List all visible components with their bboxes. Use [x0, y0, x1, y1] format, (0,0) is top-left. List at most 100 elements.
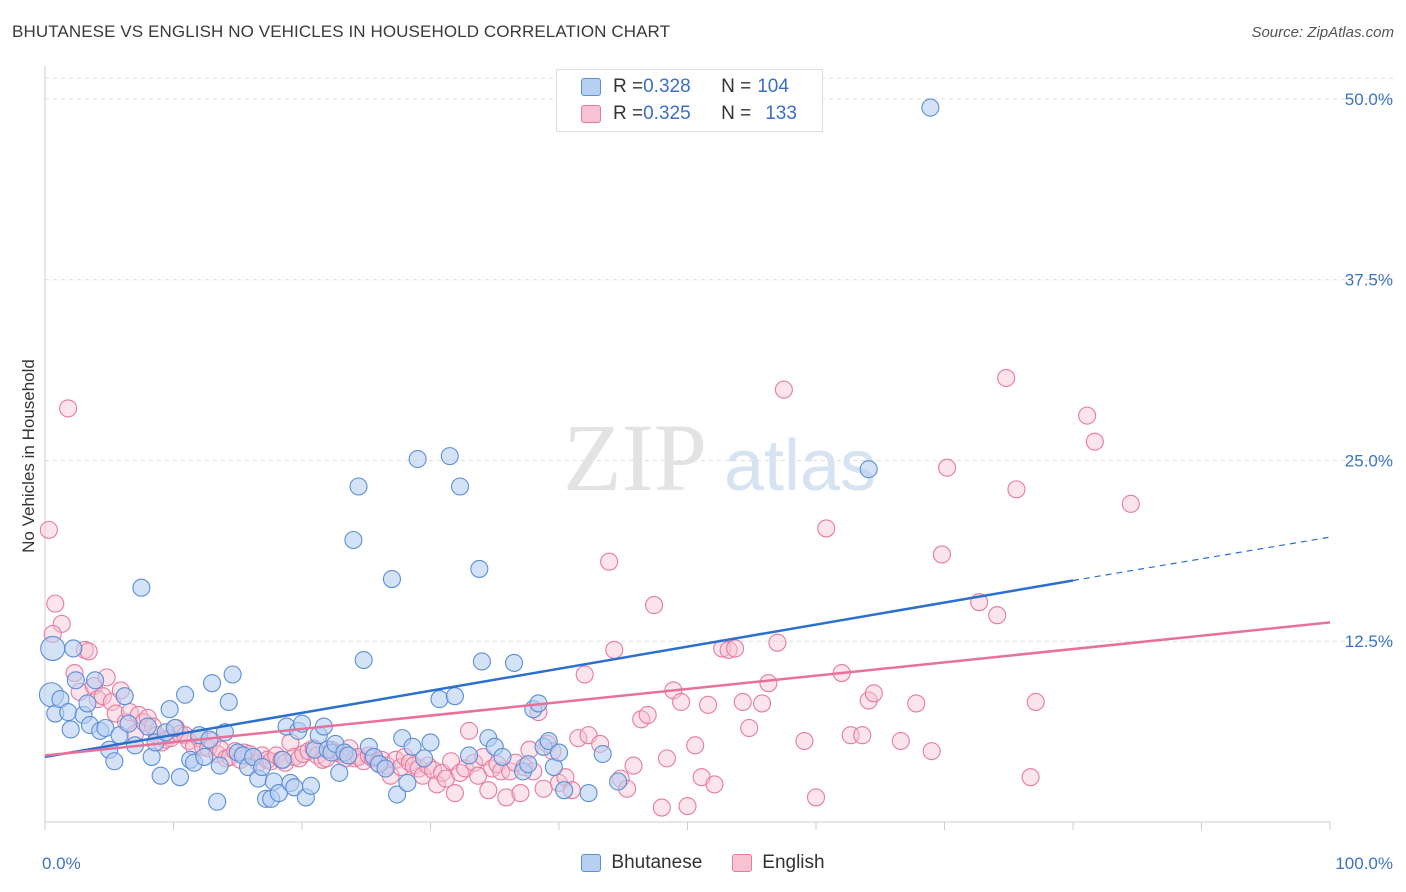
bhutanese-point	[330, 763, 349, 782]
y-tick-label: 37.5%	[1345, 271, 1393, 290]
series-legend: Bhutanese English	[0, 852, 1406, 874]
bhutanese-point	[921, 98, 940, 117]
legend-n-value: 104	[757, 76, 789, 97]
tick-labels: 12.5% 25.0% 37.5% 50.0% 0.0% 100.0%	[42, 90, 1393, 873]
bhutanese-point	[339, 746, 358, 765]
english-point	[459, 721, 479, 740]
english-point	[795, 731, 814, 751]
bhutanese-point	[64, 639, 83, 658]
english-point	[774, 380, 793, 399]
bhutanese-point	[301, 776, 321, 795]
y-axis-label: No Vehicles in Household	[19, 359, 38, 553]
bhutanese-point	[549, 743, 569, 762]
english-point	[59, 399, 78, 418]
english-point	[686, 736, 705, 755]
x-tick-label-min: 0.0%	[42, 854, 81, 873]
english-point	[1121, 494, 1140, 513]
series-swatch-blue	[581, 854, 602, 872]
bhutanese-point	[138, 717, 157, 736]
bhutanese-point	[349, 477, 368, 496]
source-credit: Source: ZipAtlas.com	[1251, 24, 1394, 41]
bhutanese-point	[859, 460, 878, 479]
bhutanese-point	[440, 447, 459, 466]
english-point	[575, 665, 594, 684]
watermark-atlas: atlas	[724, 426, 876, 506]
legend-n-value: 133	[765, 103, 797, 124]
english-point	[922, 742, 941, 761]
legend-r-label: R =	[613, 76, 644, 97]
bhutanese-point	[609, 772, 628, 791]
bhutanese-point	[421, 733, 440, 752]
bhutanese-point	[66, 671, 85, 690]
english-point	[719, 640, 738, 659]
legend-row-english: R = 0.325 N = 133	[581, 103, 797, 125]
y-tick-label: 25.0%	[1345, 451, 1393, 470]
series-label-english: English	[762, 852, 825, 873]
bhutanese-point	[119, 714, 138, 733]
watermark-zip: ZIP	[563, 404, 707, 511]
english-point	[997, 368, 1016, 388]
legend-r-value: 0.328	[643, 76, 691, 97]
english-point	[600, 552, 619, 571]
bhutanese-point	[96, 718, 115, 738]
bhutanese-trend-extension	[1072, 536, 1331, 582]
english-point	[569, 729, 588, 748]
english-point	[1078, 406, 1097, 425]
bhutanese-point	[403, 737, 422, 756]
bhutanese-point	[273, 750, 292, 769]
legend-r-label: R =	[613, 103, 644, 124]
bhutanese-point	[59, 703, 78, 722]
english-point	[624, 756, 643, 775]
english-point	[497, 788, 516, 807]
legend-n-label: N =	[721, 103, 752, 124]
english-point	[445, 784, 464, 803]
english-point	[678, 797, 697, 816]
bhutanese-point	[430, 690, 449, 709]
bhutanese-point	[493, 747, 512, 766]
bhutanese-point	[176, 685, 195, 704]
english-point	[1085, 432, 1104, 451]
bhutanese-point	[208, 792, 227, 811]
legend-swatch-blue	[581, 78, 601, 96]
bhutanese-point	[445, 687, 464, 706]
english-point	[705, 775, 724, 794]
bhutanese-point	[354, 650, 373, 670]
bhutanese-point	[415, 749, 434, 768]
series-legend-english: English	[732, 852, 825, 874]
bhutanese-point	[539, 731, 558, 751]
english-point	[52, 614, 71, 633]
english-point	[907, 694, 926, 713]
english-point	[752, 694, 772, 713]
english-point	[468, 766, 488, 785]
x-tick-label-max: 100.0%	[1335, 854, 1393, 873]
bhutanese-point	[86, 671, 105, 690]
bhutanese-point	[504, 653, 524, 672]
english-point	[853, 726, 872, 745]
english-point	[768, 633, 787, 652]
correlation-legend: R = 0.328 N = 104 R = 0.325 N = 133	[556, 69, 823, 132]
bhutanese-point	[105, 752, 124, 771]
bhutanese-point	[223, 665, 242, 684]
bhutanese-point	[388, 785, 407, 804]
bhutanese-point	[210, 756, 229, 775]
english-point	[638, 705, 657, 725]
series-label-bhutanese: Bhutanese	[611, 852, 703, 873]
bhutanese-point	[408, 449, 427, 469]
english-trend-line	[44, 621, 1331, 757]
bhutanese-point	[170, 768, 189, 787]
english-point	[932, 545, 951, 564]
bhutanese-point	[470, 559, 489, 578]
english-point	[891, 731, 910, 751]
english-point	[938, 458, 957, 477]
english-point	[39, 520, 58, 539]
bhutanese-point	[165, 718, 184, 738]
bhutanese-trend-line	[44, 579, 1074, 759]
bhutanese-point	[160, 700, 179, 719]
english-point	[806, 788, 826, 807]
bhutanese-point	[132, 578, 151, 597]
chart-title: BHUTANESE VS ENGLISH NO VEHICLES IN HOUS…	[12, 22, 671, 41]
english-point	[652, 798, 671, 817]
english-point	[657, 749, 676, 768]
trend-lines	[44, 536, 1331, 759]
